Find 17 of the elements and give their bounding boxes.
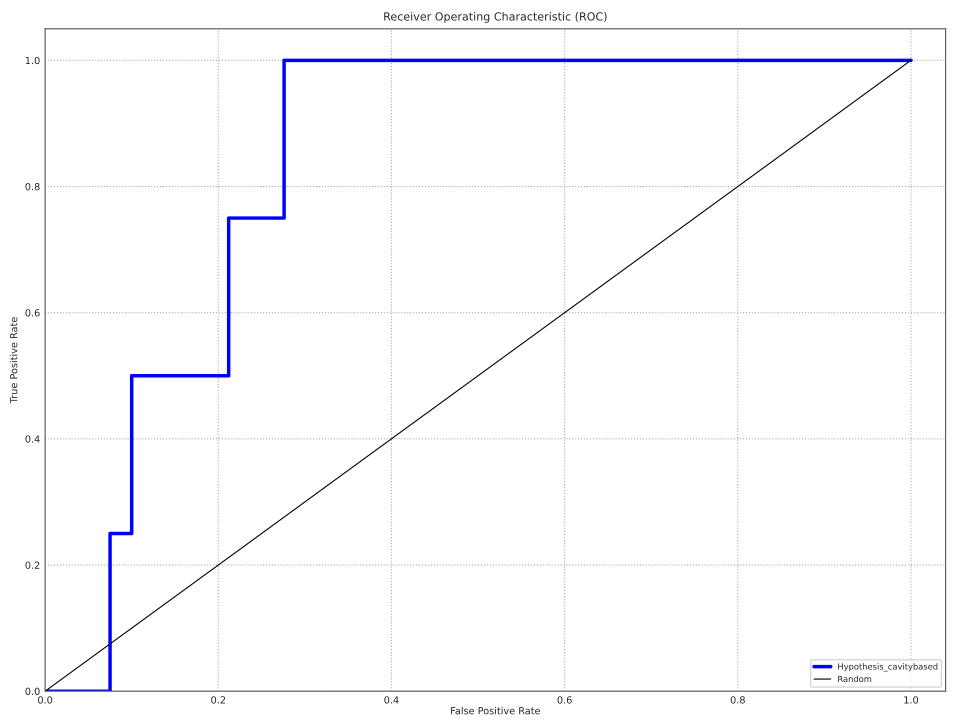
x-tick-label: 0.0	[38, 696, 52, 704]
x-tick-label: 1.0	[904, 696, 918, 704]
y-tick-label: 0.6	[25, 309, 40, 317]
x-tick-label: 0.8	[730, 696, 745, 704]
y-tick-label: 0.8	[25, 182, 40, 190]
x-axis-title: False Positive Rate	[451, 706, 540, 714]
legend-label: Random	[838, 676, 872, 682]
y-tick-label: 0.4	[25, 435, 40, 443]
x-tick-label: 0.4	[384, 696, 399, 704]
chart-title: Receiver Operating Characteristic (ROC)	[384, 12, 607, 23]
x-tick-label: 0.6	[558, 696, 572, 704]
x-tick-label: 0.2	[211, 696, 226, 704]
y-axis-title: True Positive Rate	[10, 317, 18, 404]
y-tick-label: 1.0	[26, 56, 40, 64]
y-tick-label: 0.0	[25, 688, 40, 696]
legend-label: Hypothesis_cavitybased	[838, 663, 938, 672]
y-tick-label: 0.2	[25, 562, 40, 569]
